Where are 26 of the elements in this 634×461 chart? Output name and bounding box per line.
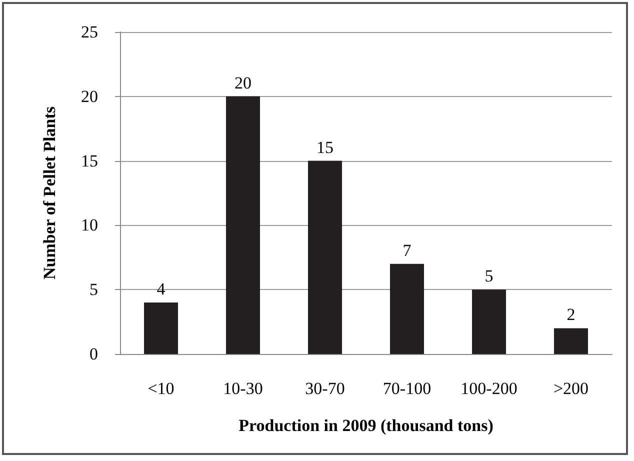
bar	[472, 290, 506, 354]
bar	[554, 328, 588, 354]
bar	[390, 264, 424, 354]
y-tick-label: 10	[81, 216, 98, 235]
y-tick-label: 15	[81, 151, 98, 170]
x-tick-label: <10	[148, 379, 174, 398]
data-label: 2	[566, 305, 576, 324]
y-axis-title: Number of Pellet Plants	[40, 106, 59, 280]
x-tick-label: 30-70	[305, 379, 345, 398]
x-tick-label: >200	[553, 379, 589, 398]
x-tick-label: 70-100	[382, 379, 432, 398]
x-tick-label: 100-200	[460, 379, 518, 398]
bar	[308, 160, 342, 354]
y-tick-label: 25	[81, 22, 98, 42]
data-label: 5	[484, 266, 494, 286]
bar	[144, 302, 178, 354]
y-tick-label: 5	[90, 280, 98, 300]
bar	[226, 96, 260, 354]
data-label: 7	[402, 240, 412, 260]
x-axis-title: Production in 2009 (thousand tons)	[238, 416, 494, 435]
data-label: 4	[156, 279, 166, 298]
y-tick-label: 0	[90, 344, 98, 364]
data-label: 15	[316, 138, 334, 157]
x-tick-label: 10-30	[223, 379, 263, 398]
y-tick-label: 20	[81, 86, 98, 106]
data-label: 20	[234, 73, 252, 92]
